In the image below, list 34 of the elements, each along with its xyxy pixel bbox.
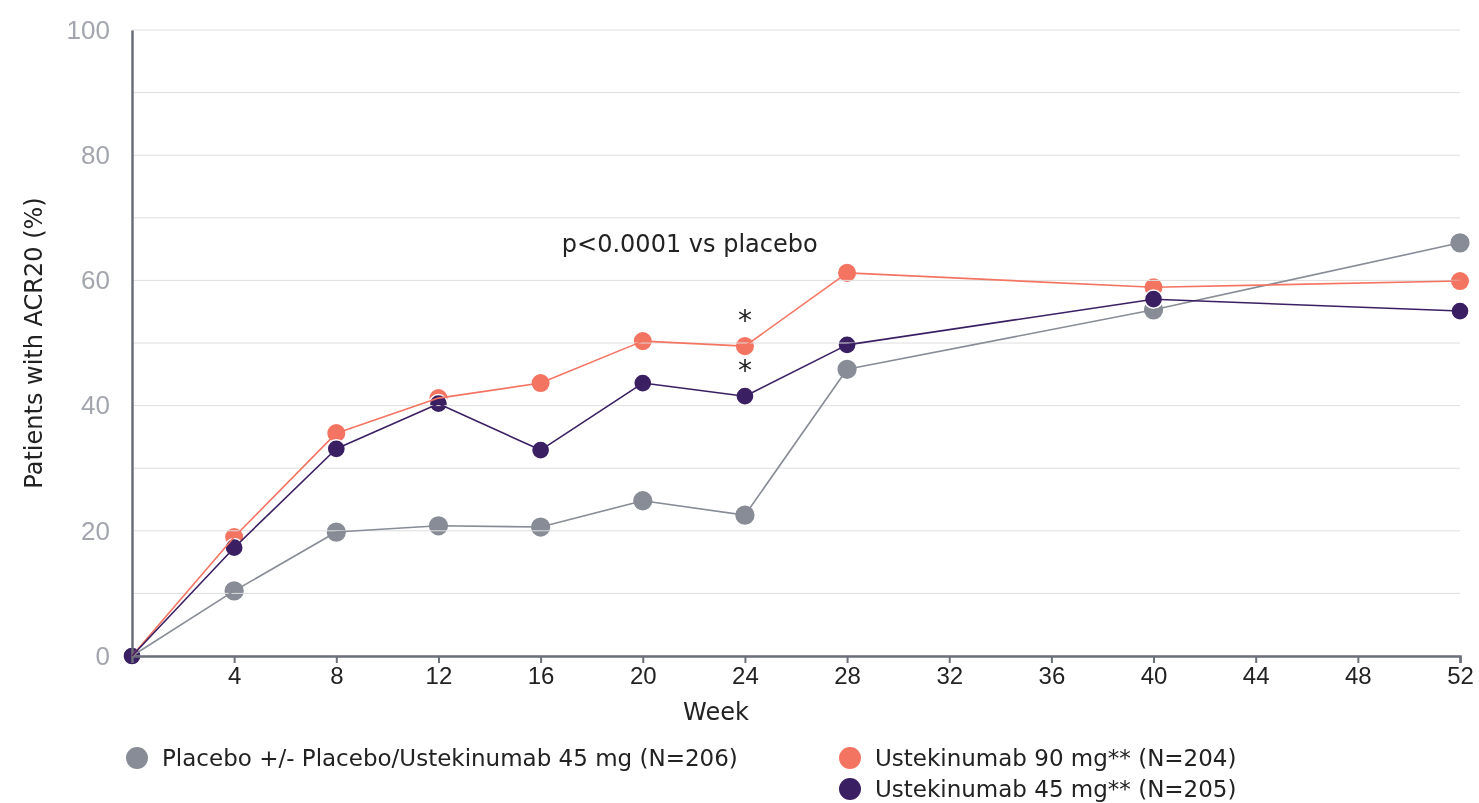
x-tick-label: 40	[1140, 662, 1168, 690]
point	[631, 489, 654, 512]
point	[530, 372, 552, 394]
annotation: *	[737, 304, 752, 338]
point	[835, 358, 859, 381]
x-tick-label: 20	[629, 662, 657, 690]
y-tick-label: 60	[81, 265, 110, 296]
x-tick-label: 52	[1447, 662, 1474, 690]
legend-label: Placebo +/- Placebo/Ustekinumab 45 mg (N=206)	[162, 745, 738, 771]
x-tick-label: 48	[1344, 662, 1372, 690]
x-tick-label: 24	[732, 662, 759, 690]
x-tick-label: 8	[330, 662, 344, 690]
x-tick-label: 16	[527, 662, 555, 690]
legend-label: Ustekinumab 90 mg** (N=204)	[875, 745, 1237, 771]
y-tick-label: 20	[81, 515, 110, 546]
point	[1449, 270, 1471, 292]
x-axis-title: Week	[683, 698, 749, 726]
point	[733, 504, 757, 527]
y-tick-label: 40	[81, 390, 110, 421]
x-tick-label: 36	[1038, 662, 1066, 690]
y-tick-label: 80	[81, 140, 110, 171]
x-tick-label: 44	[1242, 662, 1270, 690]
y-axis-title: Patients with ACR20 (%)	[20, 197, 48, 489]
point	[1448, 231, 1472, 254]
annotation: p<0.0001 vs placebo	[561, 230, 818, 259]
annotation: *	[737, 354, 752, 388]
y-tick-label: 0	[95, 640, 110, 671]
x-tick-label: 12	[425, 662, 453, 690]
y-tick-label: 100	[66, 14, 110, 45]
x-tick-label: 32	[936, 662, 964, 690]
point	[1450, 301, 1470, 321]
x-tick-label: 28	[834, 662, 861, 690]
x-tick-label: 4	[227, 662, 242, 690]
legend-label: Ustekinumab 45 mg** (N=205)	[875, 776, 1237, 802]
